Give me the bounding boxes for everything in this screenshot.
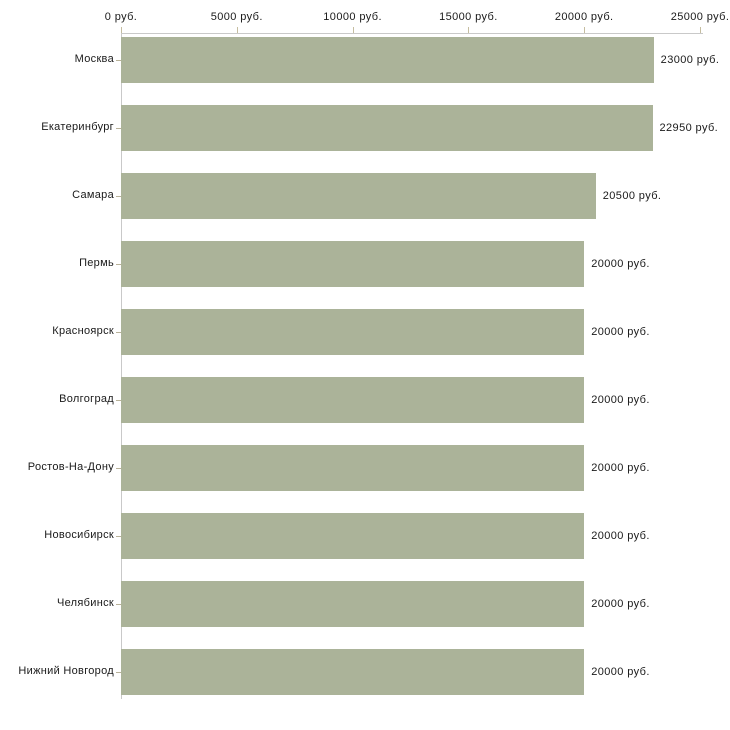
bar <box>121 377 585 423</box>
category-tick-mark <box>116 536 121 537</box>
category-tick-mark <box>116 332 121 333</box>
bar <box>121 37 654 83</box>
value-label: 20000 руб. <box>591 530 650 542</box>
x-tick-label: 25000 руб. <box>670 11 730 23</box>
value-label: 20500 руб. <box>602 190 662 202</box>
value-label: 20000 руб. <box>591 462 650 474</box>
category-label: Волгоград <box>59 393 114 405</box>
y-axis-line <box>121 33 122 699</box>
bar <box>121 649 585 695</box>
bar <box>121 445 585 491</box>
category-tick-mark <box>116 400 121 401</box>
category-tick-mark <box>116 604 121 605</box>
bar <box>121 173 596 219</box>
category-tick-mark <box>116 672 121 673</box>
category-label: Челябинск <box>57 597 114 609</box>
value-label: 20000 руб. <box>591 598 650 610</box>
x-tick-mark <box>468 27 470 33</box>
bar <box>121 241 585 287</box>
x-tick-mark <box>584 27 586 33</box>
x-tick-label: 20000 руб. <box>554 11 614 23</box>
x-tick-label: 10000 руб. <box>323 11 382 23</box>
category-label: Нижний Новгород <box>18 665 114 677</box>
bar <box>121 309 585 355</box>
bar <box>121 581 585 627</box>
x-tick-mark <box>236 27 238 33</box>
category-label: Ростов-На-Дону <box>27 461 114 473</box>
x-tick-mark <box>700 27 701 33</box>
value-label: 20000 руб. <box>591 666 650 678</box>
value-label: 23000 руб. <box>660 54 720 66</box>
x-tick-mark <box>121 27 122 33</box>
x-tick-mark <box>352 27 354 33</box>
category-tick-mark <box>116 128 121 129</box>
category-tick-mark <box>116 60 121 61</box>
category-tick-mark <box>116 468 121 469</box>
value-label: 22950 руб. <box>659 122 719 134</box>
category-label: Пермь <box>79 257 114 269</box>
x-tick-label: 5000 руб. <box>210 11 263 23</box>
value-label: 20000 руб. <box>591 258 650 270</box>
bar <box>121 105 653 151</box>
category-label: Екатеринбург <box>41 121 114 133</box>
category-label: Москва <box>74 53 114 65</box>
value-label: 20000 руб. <box>591 326 650 338</box>
category-label: Красноярск <box>52 325 114 337</box>
value-label: 20000 руб. <box>591 394 650 406</box>
x-axis-line <box>121 33 703 34</box>
bar <box>121 513 585 559</box>
x-tick-label: 0 руб. <box>104 11 138 23</box>
category-label: Новосибирск <box>44 529 114 541</box>
category-tick-mark <box>116 264 121 265</box>
category-label: Самара <box>72 189 114 201</box>
x-tick-label: 15000 руб. <box>439 11 498 23</box>
category-tick-mark <box>116 196 121 197</box>
